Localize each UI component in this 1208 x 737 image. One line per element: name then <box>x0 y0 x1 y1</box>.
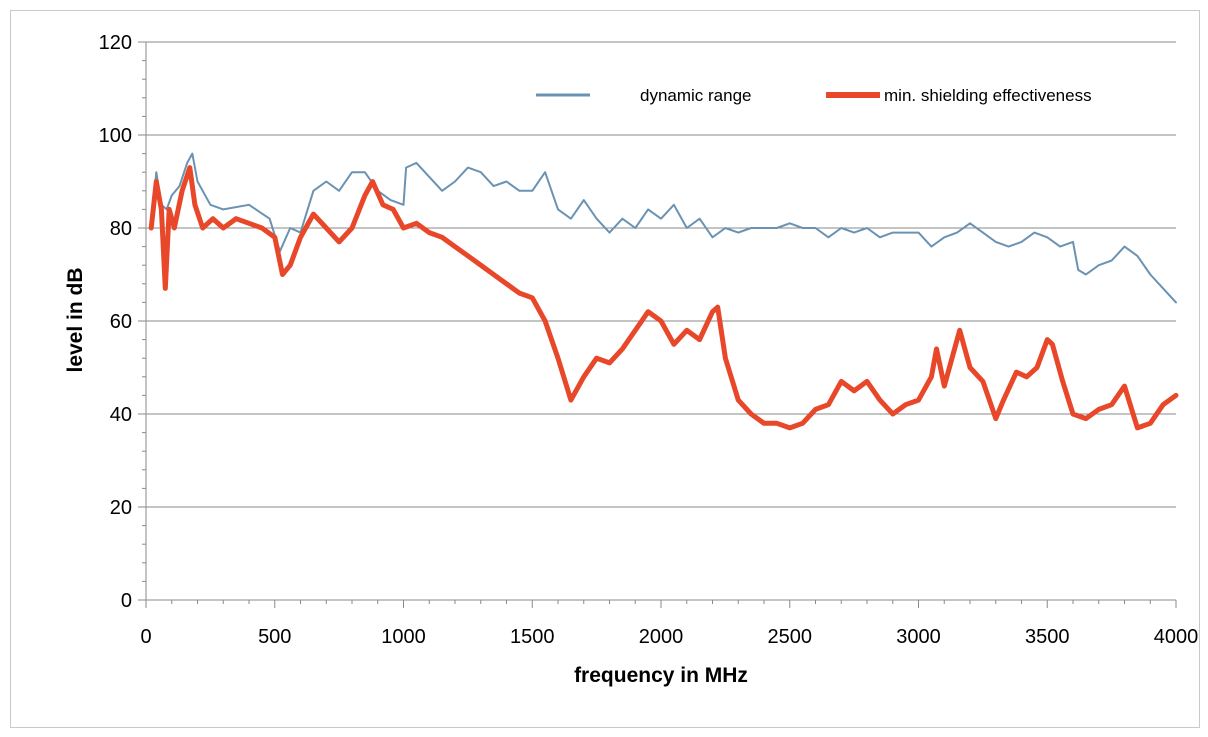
x-tick-label-500: 500 <box>258 626 291 648</box>
x-tick-label-1500: 1500 <box>510 626 555 648</box>
x-tick-label-0: 0 <box>140 626 151 648</box>
legend-label-min-shielding: min. shielding effectiveness <box>884 86 1092 105</box>
series-line-min-shielding-effectiveness <box>148 165 1179 431</box>
y-tick-label-40: 40 <box>110 404 132 426</box>
legend-label-dynamic-range: dynamic range <box>640 86 752 105</box>
chart-frame <box>10 10 1200 728</box>
y-tick-label-20: 20 <box>110 497 132 519</box>
series-line-dynamic-range <box>150 152 1177 304</box>
axes <box>138 41 1177 608</box>
y-tick-label-60: 60 <box>110 311 132 333</box>
y-tick-label-120: 120 <box>99 32 132 54</box>
series-layer <box>148 152 1179 431</box>
x-axis-title: frequency in MHz <box>574 664 748 687</box>
x-tick-label-2000: 2000 <box>639 626 684 648</box>
x-tick-label-1000: 1000 <box>381 626 426 648</box>
gridlines <box>146 41 1176 508</box>
x-tick-label-3500: 3500 <box>1025 626 1070 648</box>
y-tick-label-80: 80 <box>110 218 132 240</box>
y-tick-label-100: 100 <box>99 125 132 147</box>
legend: dynamic range min. shielding effectivene… <box>536 86 1092 105</box>
tick-labels: 0 20 40 60 80 100 120 0 500 1000 1500 2000 2500 3000 3… <box>99 32 1199 648</box>
x-tick-label-2500: 2500 <box>768 626 813 648</box>
y-tick-label-0: 0 <box>121 590 132 612</box>
y-axis-title: level in dB <box>64 267 87 372</box>
x-tick-label-4000: 4000 <box>1154 626 1199 648</box>
x-tick-label-3000: 3000 <box>896 626 941 648</box>
